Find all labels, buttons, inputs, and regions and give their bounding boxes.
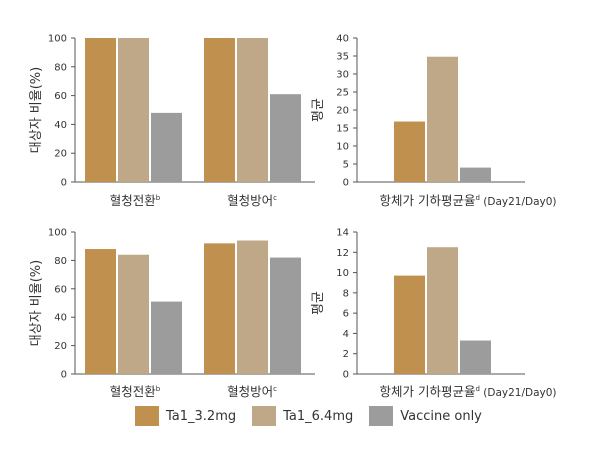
bar-ta1-3-2mg — [85, 249, 116, 374]
y-tick-label: 15 — [336, 124, 349, 135]
y-tick-label: 14 — [336, 228, 349, 239]
category-label: 혈청전환b — [110, 384, 161, 399]
bar-vaccine-only — [151, 112, 182, 182]
category-label: 항체가 기하평균율d (Day21/Day0) — [379, 384, 556, 399]
y-tick-label: 60 — [54, 91, 67, 102]
legend-swatch-ta1-6-4mg — [252, 406, 277, 426]
legend-label-ta1-3-2mg: Ta1_3.2mg — [166, 408, 237, 424]
y-tick-label: 60 — [54, 284, 67, 295]
bar-vaccine-only — [460, 167, 491, 182]
y-tick-label: 20 — [336, 106, 349, 117]
category-label: 항체가 기하평균율d (Day21/Day0) — [379, 193, 556, 208]
bar-ta1-3-2mg — [204, 38, 235, 182]
y-tick-label: 6 — [343, 309, 349, 320]
legend-label-vaccine-only: Vaccine only — [400, 408, 482, 424]
legend-label-ta1-6-4mg: Ta1_6.4mg — [283, 408, 354, 424]
y-tick-label: 0 — [343, 370, 349, 381]
y-tick-label: 0 — [61, 370, 67, 381]
y-axis-label: 평균 — [311, 291, 326, 315]
y-tick-label: 2 — [343, 349, 349, 360]
y-tick-label: 4 — [343, 329, 349, 340]
bar-vaccine-only — [151, 301, 182, 374]
bar-ta1-6-4mg — [237, 240, 268, 374]
category-label: 혈청방어c — [227, 193, 277, 208]
bar-ta1-3-2mg — [394, 121, 425, 182]
y-tick-label: 8 — [343, 288, 349, 299]
bar-ta1-6-4mg — [427, 247, 458, 374]
y-tick-label: 10 — [336, 268, 349, 279]
y-tick-label: 40 — [54, 120, 67, 131]
y-axis-label: 대상자 비율(%) — [29, 67, 44, 153]
y-tick-label: 80 — [54, 256, 67, 267]
bar-vaccine-only — [270, 94, 301, 182]
bar-ta1-3-2mg — [204, 243, 235, 374]
y-tick-label: 12 — [336, 248, 349, 259]
y-axis-label: 대상자 비율(%) — [29, 260, 44, 346]
y-tick-label: 0 — [343, 178, 349, 189]
bar-ta1-6-4mg — [118, 38, 149, 182]
y-axis-label: 평균 — [311, 98, 326, 122]
y-tick-label: 25 — [336, 88, 349, 99]
y-tick-label: 10 — [336, 142, 349, 153]
legend-swatch-vaccine-only — [369, 406, 394, 426]
y-tick-label: 100 — [48, 34, 67, 45]
category-label: 혈청전환b — [110, 193, 161, 208]
y-tick-label: 40 — [54, 313, 67, 324]
legend: Ta1_3.2mg Ta1_6.4mg Vaccine only — [135, 405, 498, 427]
y-tick-label: 40 — [336, 34, 349, 45]
y-tick-label: 30 — [336, 70, 349, 81]
y-tick-label: 20 — [54, 149, 67, 160]
y-tick-label: 20 — [54, 341, 67, 352]
legend-item-ta1-3-2mg: Ta1_3.2mg — [135, 406, 236, 426]
category-label: 혈청방어c — [227, 384, 277, 399]
legend-item-ta1-6-4mg: Ta1_6.4mg — [252, 406, 353, 426]
legend-item-vaccine-only: Vaccine only — [369, 406, 482, 426]
bar-ta1-6-4mg — [427, 56, 458, 182]
bar-ta1-6-4mg — [237, 38, 268, 182]
bar-ta1-6-4mg — [118, 254, 149, 374]
bar-vaccine-only — [270, 257, 301, 374]
legend-swatch-ta1-3-2mg — [135, 406, 159, 426]
y-tick-label: 0 — [61, 178, 67, 189]
bar-vaccine-only — [460, 340, 491, 374]
y-tick-label: 5 — [343, 160, 349, 171]
y-tick-label: 35 — [336, 52, 349, 63]
bar-ta1-3-2mg — [85, 38, 116, 182]
y-tick-label: 80 — [54, 62, 67, 73]
y-tick-label: 100 — [48, 228, 67, 239]
bar-ta1-3-2mg — [394, 275, 425, 374]
